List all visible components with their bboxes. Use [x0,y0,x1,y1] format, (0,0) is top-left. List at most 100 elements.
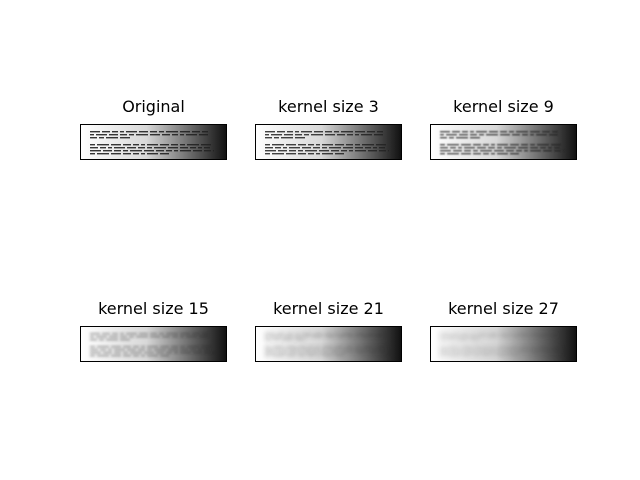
text-word [112,333,118,335]
panel-title: kernel size 15 [98,299,209,318]
text-word [172,134,178,136]
text-word [201,346,211,348]
text-word [160,144,169,146]
text-word [314,333,323,335]
text-word [524,352,528,354]
text-word [141,144,145,146]
text-word [355,346,360,348]
text-word [150,333,157,335]
text-word [365,147,371,149]
text-word [367,333,375,335]
text-word [100,147,106,149]
text-word [325,131,332,133]
text-word [473,352,478,354]
text-word [470,339,480,341]
text-word [319,150,329,152]
text-word [452,131,460,133]
text-word [298,352,303,354]
text-word [452,333,460,335]
text-word [308,346,314,348]
text-word [337,336,345,338]
text-word [334,333,339,335]
text-word [277,333,285,335]
text-word [530,150,541,152]
text-word [464,349,475,351]
text-word [537,346,549,348]
text-word [187,346,199,348]
text-word [286,346,296,348]
text-word [213,150,214,152]
text-word [497,349,502,351]
text-word [193,150,202,152]
text-word [295,339,305,341]
text-word [446,134,457,136]
text-word [198,349,202,351]
text-word [97,153,109,155]
text-word [461,153,471,155]
text-word [265,352,276,354]
text-word [343,349,353,351]
text-word [316,346,320,348]
text-word [341,333,353,335]
text-word [166,150,172,152]
text-word [504,147,516,149]
text-word [147,153,158,155]
text-word [198,147,202,149]
text-word [473,346,481,348]
text-word [265,339,272,341]
text-word [90,131,100,133]
text-word [141,153,145,155]
text-word [166,352,172,354]
text-word [286,144,296,146]
text-word [114,147,125,149]
text-word [120,336,127,338]
text-word [90,339,97,341]
text-word [480,352,492,354]
text-word [171,346,178,348]
text-word [537,144,549,146]
text-word [479,336,484,338]
text-word [456,339,468,341]
text-word [147,355,158,357]
text-word [325,134,335,136]
text-word [114,150,121,152]
text-word [150,134,160,136]
text-word [440,153,445,155]
text-word [111,355,121,357]
text-word [470,333,474,335]
text-word [470,336,477,338]
text-word [483,153,489,155]
text-word [450,147,456,149]
text-word [470,134,477,136]
text-word [272,346,284,348]
text-word [473,153,481,155]
text-word [172,336,178,338]
text-word [90,333,100,335]
text-word [127,349,136,351]
text-word [272,144,284,146]
text-word [337,134,345,136]
text-word [477,349,486,351]
text-word [458,147,462,149]
text-word [461,346,471,348]
text-word [120,333,124,335]
text-word [136,134,148,136]
text-word [530,333,540,335]
text-word [289,147,300,149]
text-word [96,134,107,136]
text-word [325,336,335,338]
text-word [298,153,306,155]
text-word [154,349,166,351]
text-word [355,352,366,354]
text-word [168,349,178,351]
text-word [355,336,359,338]
text-word [377,131,383,133]
text-word [289,150,296,152]
panel-title: kernel size 9 [453,97,554,116]
text-word [373,147,377,149]
text-word [464,147,475,149]
text-word [278,150,287,152]
text-word [368,150,377,152]
text-word [298,150,303,152]
text-word [464,150,471,152]
